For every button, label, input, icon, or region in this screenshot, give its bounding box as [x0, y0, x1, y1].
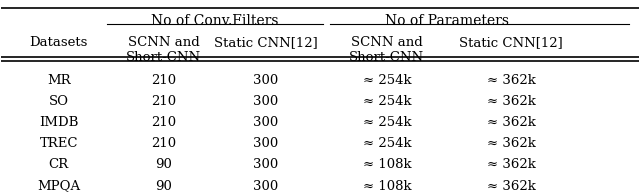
Text: 210: 210 [151, 137, 177, 150]
Text: ≈ 108k: ≈ 108k [363, 159, 412, 171]
Text: CR: CR [49, 159, 69, 171]
Text: No of Parameters: No of Parameters [385, 14, 509, 28]
Text: SO: SO [49, 95, 68, 108]
Text: ≈ 254k: ≈ 254k [363, 137, 412, 150]
Text: ≈ 362k: ≈ 362k [487, 137, 536, 150]
Text: 300: 300 [253, 95, 278, 108]
Text: ≈ 362k: ≈ 362k [487, 116, 536, 129]
Text: ≈ 362k: ≈ 362k [487, 180, 536, 193]
Text: 300: 300 [253, 74, 278, 87]
Text: SCNN and
Short-CNN: SCNN and Short-CNN [349, 36, 424, 64]
Text: Datasets: Datasets [29, 36, 88, 49]
Text: SCNN and
Short-CNN: SCNN and Short-CNN [126, 36, 202, 64]
Text: Static CNN[12]: Static CNN[12] [214, 36, 317, 49]
Text: ≈ 254k: ≈ 254k [363, 116, 412, 129]
Text: Static CNN[12]: Static CNN[12] [460, 36, 563, 49]
Text: TREC: TREC [40, 137, 78, 150]
Text: 300: 300 [253, 159, 278, 171]
Text: MR: MR [47, 74, 70, 87]
Text: 90: 90 [156, 180, 172, 193]
Text: 300: 300 [253, 137, 278, 150]
Text: ≈ 254k: ≈ 254k [363, 74, 412, 87]
Text: ≈ 254k: ≈ 254k [363, 95, 412, 108]
Text: MPQA: MPQA [37, 180, 80, 193]
Text: 300: 300 [253, 180, 278, 193]
Text: ≈ 362k: ≈ 362k [487, 159, 536, 171]
Text: ≈ 362k: ≈ 362k [487, 95, 536, 108]
Text: ≈ 108k: ≈ 108k [363, 180, 412, 193]
Text: 210: 210 [151, 116, 177, 129]
Text: 90: 90 [156, 159, 172, 171]
Text: IMDB: IMDB [39, 116, 79, 129]
Text: ≈ 362k: ≈ 362k [487, 74, 536, 87]
Text: 210: 210 [151, 74, 177, 87]
Text: 300: 300 [253, 116, 278, 129]
Text: 210: 210 [151, 95, 177, 108]
Text: No of Conv.Filters: No of Conv.Filters [151, 14, 278, 28]
